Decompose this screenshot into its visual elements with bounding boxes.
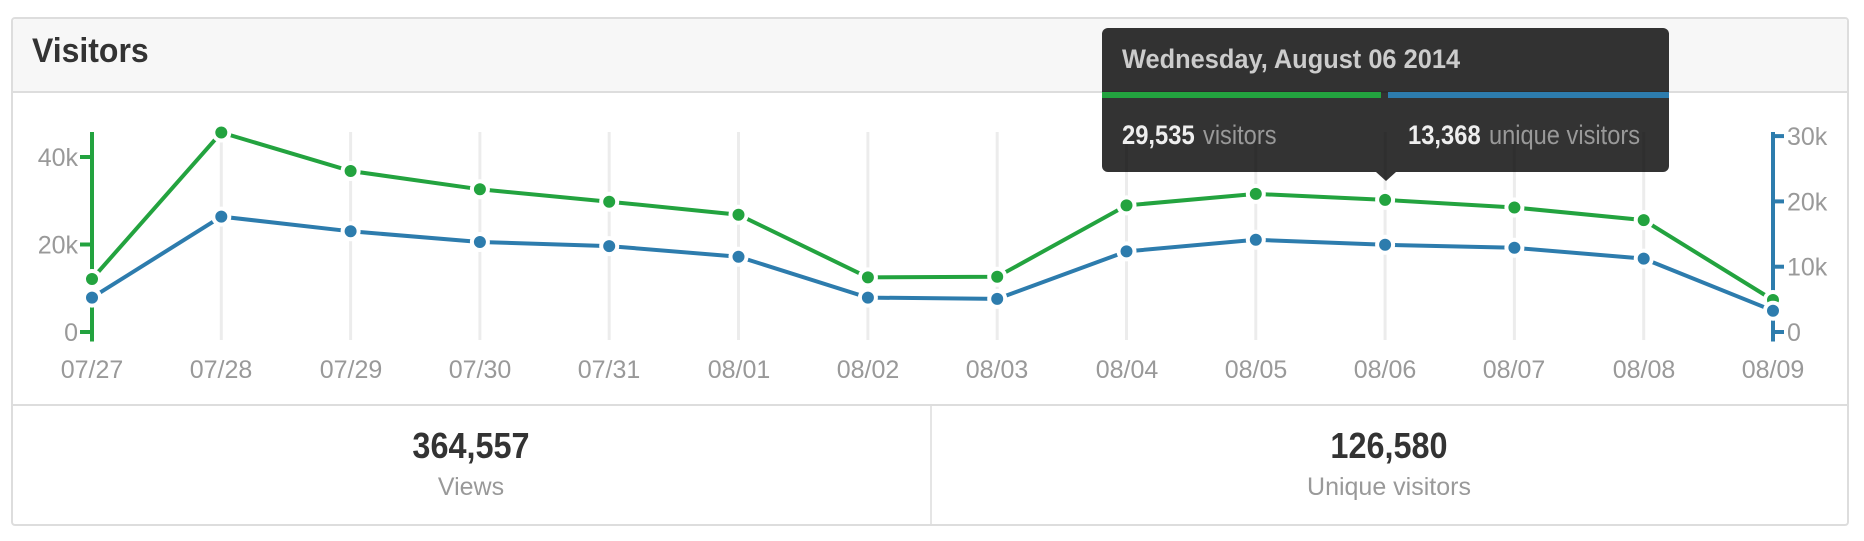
svg-text:30k: 30k bbox=[1787, 123, 1828, 151]
svg-text:20k: 20k bbox=[1787, 188, 1828, 216]
svg-text:40k: 40k bbox=[38, 144, 79, 172]
svg-text:0: 0 bbox=[1787, 319, 1801, 347]
svg-text:10k: 10k bbox=[1787, 254, 1828, 282]
svg-text:20k: 20k bbox=[38, 232, 79, 260]
svg-text:0: 0 bbox=[64, 319, 78, 347]
